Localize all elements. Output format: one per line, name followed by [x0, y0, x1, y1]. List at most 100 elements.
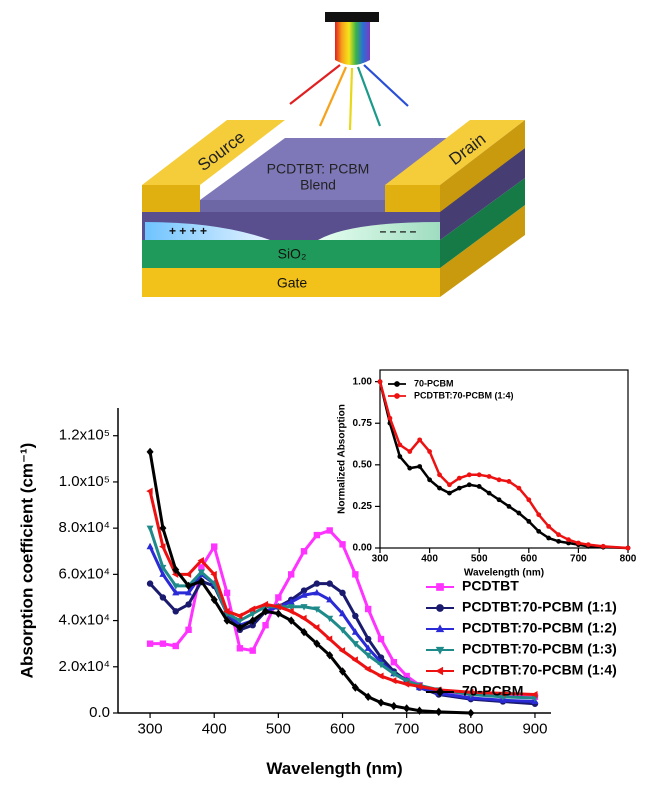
y-axis-label: Absorption coefficient (cm⁻¹)	[17, 443, 36, 679]
oxide-label: SiO₂	[278, 246, 307, 262]
data-point	[339, 541, 345, 547]
legend-label: 70-PCBM	[414, 378, 454, 388]
y-tick-label: 0.25	[353, 501, 373, 512]
light-rays	[290, 65, 408, 130]
data-point	[526, 519, 531, 524]
y-tick-label: 4.0x10⁴	[59, 612, 110, 629]
y-tick-label: 1.0x10⁵	[59, 473, 110, 490]
legend-marker	[394, 381, 400, 387]
data-point	[173, 608, 179, 614]
data-point	[546, 524, 551, 529]
data-point	[546, 536, 551, 541]
series-line	[380, 382, 628, 548]
data-point	[237, 645, 243, 651]
y-tick-label: 2.0x10⁴	[59, 658, 110, 675]
data-point	[497, 497, 502, 502]
data-point	[566, 537, 571, 542]
series-line	[150, 452, 471, 713]
light-source	[335, 22, 370, 65]
data-point	[417, 464, 422, 469]
blend-label: Blend	[300, 177, 336, 193]
data-point	[477, 472, 482, 477]
ray	[350, 68, 352, 130]
data-point	[427, 477, 432, 482]
legend-label: PCDTBT:70-PCBM (1:2)	[462, 620, 617, 636]
x-tick-label: 700	[570, 554, 587, 565]
x-tick-label: 500	[471, 554, 488, 565]
x-tick-label: 600	[520, 554, 537, 565]
data-point	[388, 416, 393, 421]
legend-marker	[436, 583, 444, 591]
legend-label: PCDTBT:70-PCBM (1:4)	[462, 662, 617, 678]
data-point	[352, 571, 358, 577]
y-axis-label: Normalized Absorption	[337, 404, 348, 514]
data-point	[507, 504, 512, 509]
data-point	[314, 580, 320, 586]
data-point	[147, 580, 153, 586]
legend-marker	[436, 604, 444, 612]
data-point	[173, 643, 179, 649]
data-point	[457, 476, 462, 481]
y-tick-label: 0.75	[353, 418, 373, 429]
legend-label: PCDTBT:70-PCBM (1:1)	[462, 599, 617, 615]
data-point	[467, 482, 472, 487]
data-point	[516, 511, 521, 516]
x-tick-label: 700	[394, 720, 419, 737]
data-point	[467, 472, 472, 477]
data-point	[626, 546, 631, 551]
data-point	[576, 541, 581, 546]
holes-label: + + + +	[169, 224, 207, 238]
data-point	[339, 590, 345, 596]
data-point	[556, 539, 561, 544]
lamp-holder	[325, 12, 379, 22]
data-point	[391, 659, 397, 665]
electrons-label: – – – –	[380, 224, 417, 238]
data-point	[147, 448, 154, 456]
data-point	[417, 437, 422, 442]
data-point	[407, 466, 412, 471]
legend-label: PCDTBT	[462, 578, 519, 594]
legend-label: PCDTBT:70-PCBM (1:3)	[462, 641, 617, 657]
data-point	[147, 640, 153, 646]
data-point	[185, 571, 191, 578]
data-point	[516, 486, 521, 491]
data-point	[437, 472, 442, 477]
source-front	[142, 185, 200, 212]
x-tick-label: 600	[330, 720, 355, 737]
y-tick-label: 0.00	[353, 543, 373, 554]
page: Source Drain PCDTBT: PCBM Blend + + + + …	[0, 0, 651, 807]
x-tick-label: 300	[372, 554, 389, 565]
figure: Source Drain PCDTBT: PCBM Blend + + + + …	[0, 0, 651, 807]
data-point	[160, 640, 166, 646]
data-point	[211, 543, 217, 549]
data-point	[467, 709, 474, 717]
data-point	[427, 449, 432, 454]
data-point	[487, 491, 492, 496]
drain-front	[385, 185, 440, 212]
data-point	[447, 491, 452, 496]
legend-label: PCDTBT:70-PCBM (1:4)	[414, 390, 514, 400]
x-tick-label: 500	[266, 720, 291, 737]
data-point	[390, 702, 397, 710]
data-point	[378, 379, 383, 384]
device-diagram: Source Drain PCDTBT: PCBM Blend + + + + …	[142, 12, 525, 297]
data-point	[435, 708, 442, 716]
legend-marker	[394, 393, 400, 399]
data-point	[314, 532, 320, 538]
data-point	[536, 529, 541, 534]
gate-label: Gate	[277, 275, 308, 291]
data-point	[586, 542, 591, 547]
data-point	[326, 527, 332, 533]
blend-front	[200, 200, 385, 212]
data-point	[487, 474, 492, 479]
x-tick-label: 400	[202, 720, 227, 737]
data-point	[437, 486, 442, 491]
data-point	[185, 627, 191, 633]
y-tick-label: 0.50	[353, 459, 373, 470]
data-point	[160, 594, 166, 600]
data-point	[288, 571, 294, 577]
data-point	[457, 486, 462, 491]
data-point	[185, 601, 191, 607]
